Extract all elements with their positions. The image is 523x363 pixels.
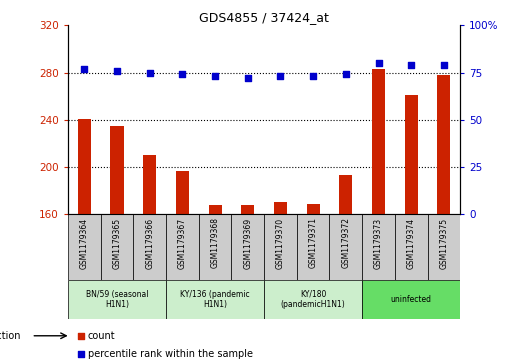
Bar [68, 214, 100, 280]
Point [113, 68, 121, 74]
Bar [329, 214, 362, 280]
Bar [306, 204, 320, 214]
Bar [241, 205, 254, 214]
Text: GSM1179374: GSM1179374 [407, 217, 416, 269]
Bar [143, 155, 156, 214]
Bar [428, 214, 460, 280]
Bar [372, 69, 385, 214]
Text: GSM1179368: GSM1179368 [211, 217, 220, 268]
Text: uninfected: uninfected [391, 295, 431, 304]
Bar [339, 175, 353, 214]
Point [244, 76, 252, 81]
Bar [405, 95, 418, 214]
Text: GSM1179364: GSM1179364 [80, 217, 89, 269]
Point [342, 72, 350, 77]
Text: count: count [88, 331, 116, 341]
Text: GSM1179366: GSM1179366 [145, 217, 154, 269]
Bar [437, 75, 450, 214]
Point [276, 73, 285, 79]
Point [309, 73, 317, 79]
Point [374, 60, 383, 66]
Text: KY/180
(pandemicH1N1): KY/180 (pandemicH1N1) [281, 290, 346, 309]
Text: GSM1179371: GSM1179371 [309, 217, 317, 268]
Bar [264, 280, 362, 319]
Text: GSM1179370: GSM1179370 [276, 217, 285, 269]
Bar [231, 214, 264, 280]
Bar [133, 214, 166, 280]
Text: percentile rank within the sample: percentile rank within the sample [88, 349, 253, 359]
Point [178, 72, 187, 77]
Bar [176, 171, 189, 214]
Bar [166, 280, 264, 319]
Bar [166, 214, 199, 280]
Bar [68, 280, 166, 319]
Point [77, 351, 85, 357]
Point [440, 62, 448, 68]
Text: GSM1179373: GSM1179373 [374, 217, 383, 269]
Text: BN/59 (seasonal
H1N1): BN/59 (seasonal H1N1) [86, 290, 149, 309]
Bar [264, 214, 297, 280]
Text: GSM1179375: GSM1179375 [439, 217, 448, 269]
Bar [274, 202, 287, 214]
Text: GSM1179372: GSM1179372 [342, 217, 350, 268]
Bar [78, 119, 91, 214]
Bar [100, 214, 133, 280]
Point [145, 70, 154, 76]
Bar [110, 126, 123, 214]
Bar [199, 214, 231, 280]
Title: GDS4855 / 37424_at: GDS4855 / 37424_at [199, 11, 329, 24]
Text: KY/136 (pandemic
H1N1): KY/136 (pandemic H1N1) [180, 290, 250, 309]
Text: GSM1179369: GSM1179369 [243, 217, 252, 269]
Point [80, 66, 88, 72]
Bar [395, 214, 428, 280]
Text: GSM1179365: GSM1179365 [112, 217, 121, 269]
Text: GSM1179367: GSM1179367 [178, 217, 187, 269]
Bar [297, 214, 329, 280]
Bar [209, 205, 222, 214]
Bar [362, 214, 395, 280]
Point [211, 73, 219, 79]
Text: infection: infection [0, 331, 21, 341]
Bar [362, 280, 460, 319]
Point [77, 333, 85, 339]
Point [407, 62, 415, 68]
